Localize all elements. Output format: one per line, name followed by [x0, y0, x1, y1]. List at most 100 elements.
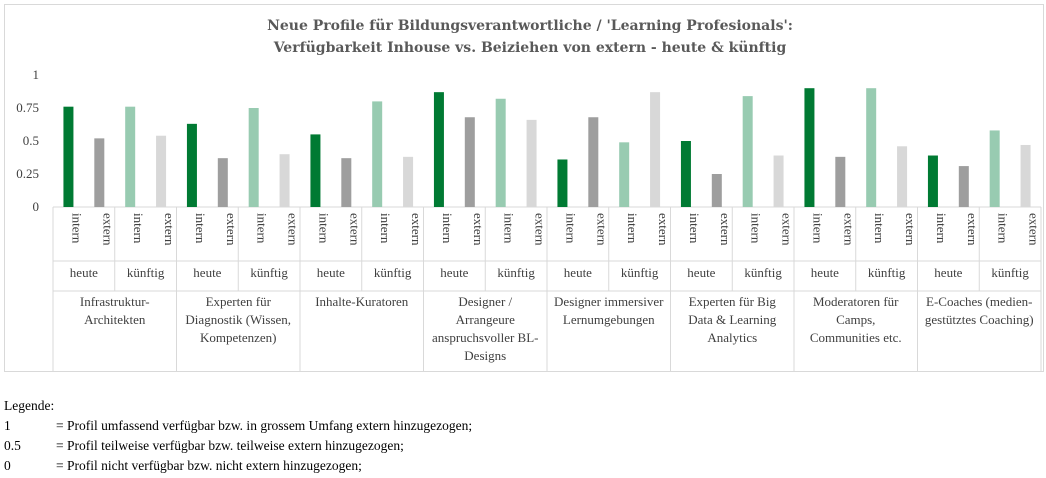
x-time-label: künftig — [868, 265, 906, 280]
legend-text: = Profil teilweise verfügbar bzw. teilwe… — [56, 438, 404, 453]
bar — [217, 158, 228, 207]
legend-section: Legende: 1 = Profil umfassend verfügbar … — [4, 396, 1044, 476]
bar-chart: Neue Profile für Bildungsverantwortliche… — [16, 18, 1042, 371]
x-group-label: Infrastruktur- — [80, 294, 150, 309]
bar — [310, 134, 321, 207]
x-group-label: Experten für Big — [689, 294, 777, 309]
chart-area: Neue Profile für Bildungsverantwortliche… — [4, 4, 1044, 372]
bar — [433, 92, 444, 207]
x-time-label: heute — [687, 265, 715, 280]
x-group-label: Moderatoren für — [813, 294, 899, 309]
chart-title: Neue Profile für Bildungsverantwortliche… — [267, 18, 793, 34]
x-group-label: Communities etc. — [810, 330, 902, 345]
legend-key: 0 — [4, 458, 11, 473]
bar — [588, 117, 599, 207]
bar — [248, 108, 259, 207]
bar — [835, 156, 846, 207]
x-sub-label: intern — [810, 213, 825, 244]
x-time-label: künftig — [991, 265, 1029, 280]
x-sub-label: intern — [502, 213, 517, 244]
x-group-label: Architekten — [84, 312, 146, 327]
y-tick-label: 0.5 — [23, 133, 39, 148]
x-sub-label: extern — [286, 213, 301, 246]
bar — [156, 135, 167, 207]
x-sub-label: intern — [996, 213, 1011, 244]
x-time-label: künftig — [744, 265, 782, 280]
bar — [372, 101, 383, 207]
bar — [958, 166, 969, 207]
x-sub-label: intern — [193, 213, 208, 244]
bar — [897, 146, 908, 207]
x-time-label: heute — [564, 265, 592, 280]
x-sub-label: intern — [255, 213, 270, 244]
x-time-label: heute — [440, 265, 468, 280]
x-sub-label: intern — [440, 213, 455, 244]
bar — [341, 158, 352, 207]
x-sub-label: extern — [533, 213, 548, 246]
x-time-label: heute — [811, 265, 839, 280]
x-time-label: künftig — [374, 265, 412, 280]
x-time-label: künftig — [250, 265, 288, 280]
bar — [63, 106, 74, 207]
x-sub-label: extern — [347, 213, 362, 246]
x-sub-label: intern — [625, 213, 640, 244]
x-sub-label: extern — [718, 213, 733, 246]
bar — [125, 106, 136, 207]
x-sub-label: extern — [903, 213, 918, 246]
x-group-label: Lernumgebungen — [563, 312, 655, 327]
x-time-label: heute — [193, 265, 221, 280]
x-group-label: gestütztes Coaching) — [925, 312, 1034, 327]
chart-title: Verfügbarkeit Inhouse vs. Beiziehen von … — [273, 40, 787, 56]
x-sub-label: extern — [1027, 213, 1042, 246]
x-sub-label: intern — [749, 213, 764, 244]
bar — [495, 98, 506, 207]
x-time-label: heute — [317, 265, 345, 280]
x-sub-label: intern — [687, 213, 702, 244]
bar — [279, 154, 290, 207]
x-time-label: künftig — [621, 265, 659, 280]
x-sub-label: extern — [471, 213, 486, 246]
bar — [1020, 144, 1031, 207]
bar — [927, 155, 938, 207]
x-group-label: Analytics — [707, 330, 757, 345]
bar — [403, 156, 414, 207]
x-group-label: Arrangeure — [456, 312, 515, 327]
legend-key: 1 — [4, 418, 11, 433]
bar — [94, 138, 105, 207]
y-tick-label: 0.25 — [16, 166, 39, 181]
x-sub-label: extern — [656, 213, 671, 246]
x-sub-label: intern — [563, 213, 578, 244]
legend-title: Legende: — [4, 398, 55, 413]
x-sub-label: extern — [409, 213, 424, 246]
bar — [680, 141, 691, 207]
x-sub-label: intern — [69, 213, 84, 244]
x-sub-label: intern — [316, 213, 331, 244]
x-time-label: künftig — [497, 265, 535, 280]
x-group-label: E-Coaches (medien- — [926, 294, 1032, 309]
legend-key: 0.5 — [4, 438, 21, 453]
x-sub-label: extern — [162, 213, 177, 246]
x-group-label: Diagnostik (Wissen, — [185, 312, 291, 327]
x-sub-label: extern — [965, 213, 980, 246]
bar — [464, 117, 475, 207]
x-sub-label: intern — [378, 213, 393, 244]
x-group-label: Camps, — [836, 312, 875, 327]
x-time-label: künftig — [127, 265, 165, 280]
x-sub-label: extern — [780, 213, 795, 246]
x-sub-label: intern — [131, 213, 146, 244]
legend-text: = Profil umfassend verfügbar bzw. in gro… — [56, 418, 473, 433]
legend-item: 0.5 = Profil teilweise verfügbar bzw. te… — [4, 436, 1044, 456]
x-group-label: anspruchsvoller BL- — [432, 330, 539, 345]
y-tick-label: 0 — [33, 199, 40, 214]
x-group-label: Inhalte-Kuratoren — [315, 294, 409, 309]
bar — [557, 159, 568, 207]
bar — [526, 119, 537, 207]
x-sub-label: intern — [872, 213, 887, 244]
x-time-label: heute — [934, 265, 962, 280]
y-tick-label: 1 — [33, 67, 40, 82]
x-sub-label: extern — [224, 213, 239, 246]
x-group-label: Designs — [464, 348, 506, 363]
bar — [866, 88, 877, 207]
x-group-label: Experten für — [206, 294, 272, 309]
y-tick-label: 0.75 — [16, 100, 39, 115]
